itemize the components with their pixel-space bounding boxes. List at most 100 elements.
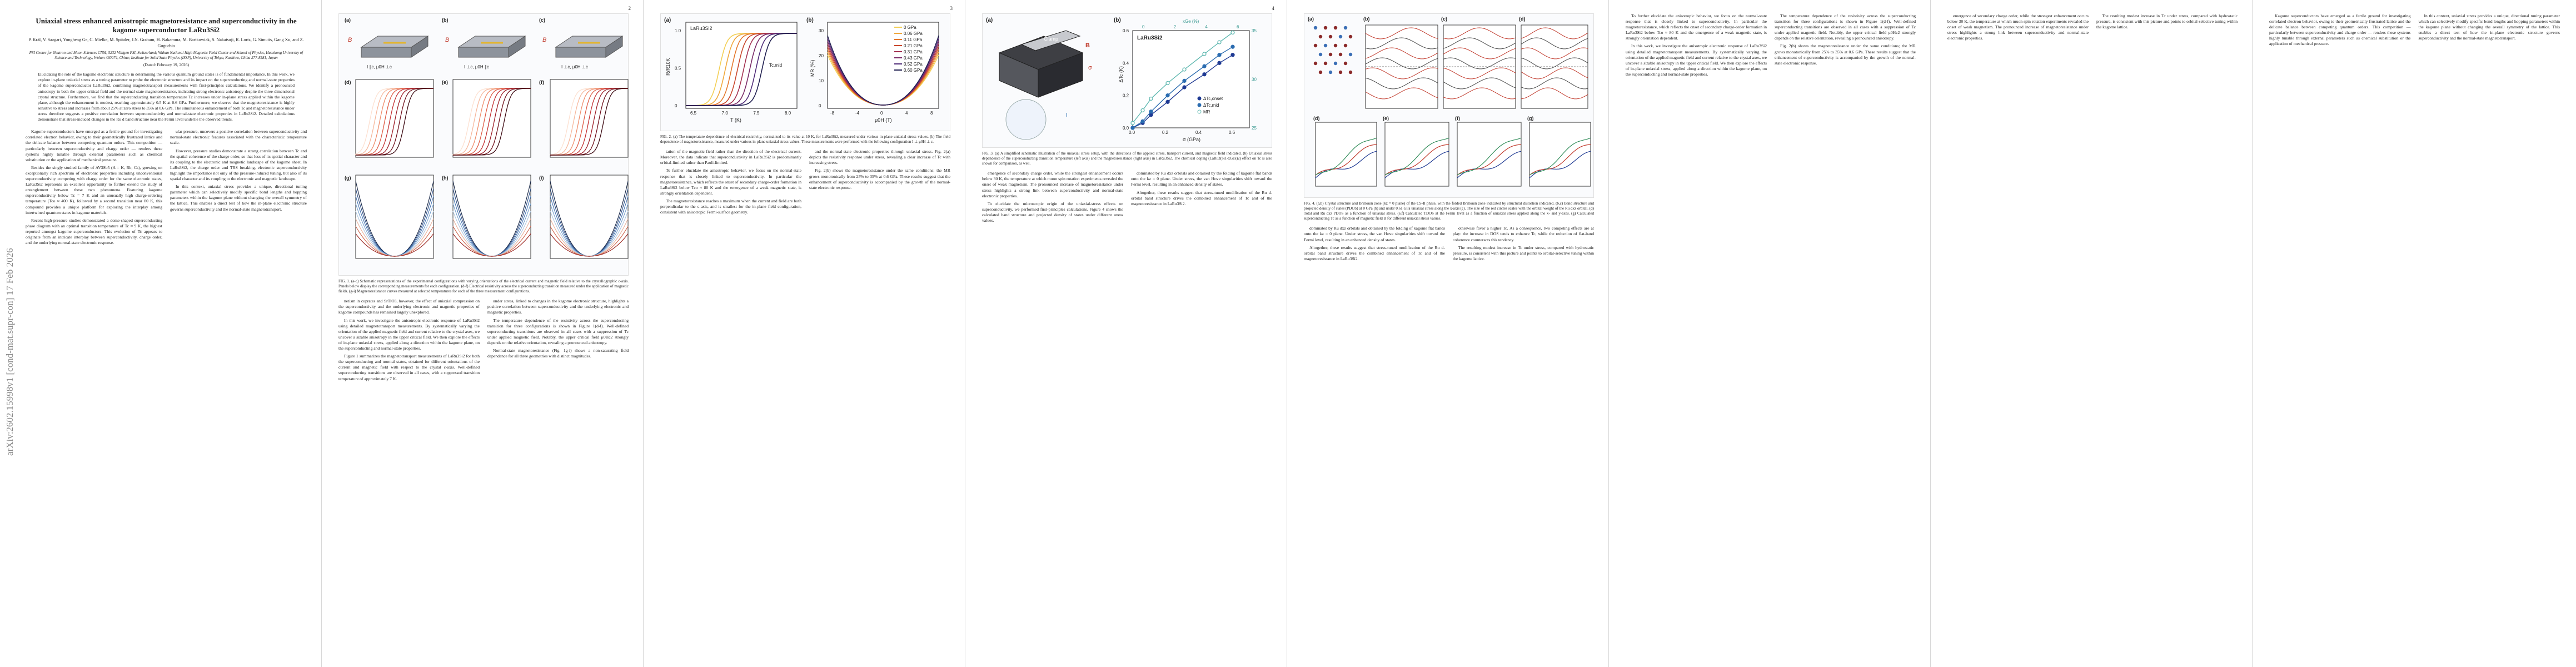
- top-tick-label: 0: [1142, 24, 1145, 29]
- dos-curve: [1457, 137, 1522, 176]
- dos-curve: [1529, 151, 1591, 178]
- figure-1-caption: FIG. 1. (a-c) Schematic representations …: [338, 279, 629, 294]
- paragraph: Kagome superconductors have emerged as a…: [26, 129, 162, 162]
- panel-label: (c): [539, 17, 545, 23]
- panel-label: (a): [345, 17, 351, 23]
- y-tick-label: 0.5: [675, 66, 681, 71]
- panel-label: (a): [986, 17, 993, 23]
- affiliations: PSI Center for Neutron and Muon Sciences…: [29, 50, 303, 61]
- plot-frame: [1457, 122, 1522, 187]
- dos-curve: [1384, 151, 1449, 178]
- y-tick-label: 0.6: [1123, 28, 1129, 33]
- panel-label: (e): [442, 79, 448, 85]
- paper-page-1: arXiv:2602.15998v1 [cond-mat.supr-con] 1…: [0, 0, 322, 667]
- paragraph: The resulting modest increase in Tc unde…: [2096, 13, 2238, 30]
- sample-label: LaRu3Si2: [690, 26, 712, 31]
- atom: [1338, 34, 1343, 39]
- band-line: [1443, 87, 1516, 99]
- y-tick-label: 1.0: [675, 28, 681, 33]
- atom: [1348, 34, 1353, 39]
- panel-label: (b): [1114, 17, 1121, 23]
- data-point: [1202, 64, 1207, 68]
- atom: [1313, 43, 1318, 48]
- dos-curve: [1315, 137, 1377, 176]
- paragraph: under stress, linked to changes in the k…: [487, 298, 629, 315]
- y-tick-label: 0: [819, 103, 821, 108]
- x-tick-label: 8: [930, 111, 933, 116]
- paragraph: emergence of secondary charge order, whi…: [1947, 13, 2089, 41]
- paragraph: To further elucidate the anisotropic beh…: [1626, 13, 1767, 41]
- top-tick-label: 4: [1205, 24, 1208, 29]
- clamp-label: Clamp: [1044, 36, 1058, 42]
- legend-label: 0.06 GPa: [904, 31, 923, 36]
- paper-page-6: To further elucidate the anisotropic beh…: [1609, 0, 1931, 667]
- data-point: [1130, 121, 1135, 125]
- x-tick-label: 8.0: [785, 111, 791, 116]
- paragraph: However, pressure studies demonstrate a …: [170, 148, 307, 182]
- panel-label: (b): [442, 17, 449, 23]
- resistivity-curve: [453, 88, 531, 156]
- atom: [1328, 52, 1333, 57]
- paper-page-2: 2 (a) B I ∥c, μ0H ⊥c (b) B I ⊥c, μ0H ∥c (c) B I …: [322, 0, 644, 667]
- legend-label: 0.60 GPa: [904, 68, 923, 73]
- data-point: [1217, 40, 1222, 44]
- y-axis-label: R/R10K: [665, 58, 671, 76]
- data-point: [1217, 61, 1222, 65]
- legend-label: 0.11 GPa: [904, 37, 923, 42]
- dos-curve: [1384, 137, 1449, 176]
- panel-label: (g): [345, 175, 351, 181]
- dos-curve: [1384, 144, 1449, 176]
- paper-page-3: 3 (a) LaRu3Si2 Tc,mid 6.5 7.0 7.5 8.0 0 0.5 1.0 T …: [644, 0, 965, 667]
- band-line: [1521, 77, 1588, 89]
- date: (Dated: February 19, 2026): [143, 62, 190, 68]
- paragraph: Fig. 2(b) shows the magnetoresistance un…: [1775, 43, 1916, 66]
- data-point: [1230, 30, 1235, 35]
- paragraph: In this context, uniaxial stress provide…: [170, 184, 307, 212]
- paragraph: Altogether, these results suggest that s…: [1304, 245, 1445, 261]
- paragraph: otherwise favor a higher Tc. As a conseq…: [1453, 226, 1594, 242]
- resistivity-curve: [356, 88, 434, 156]
- paragraph: Fig. 2(b) shows the magnetoresistance un…: [809, 168, 950, 190]
- x-tick-label: 0.6: [1229, 130, 1235, 135]
- atom: [1333, 43, 1338, 48]
- paragraph: The magnetoresistance reaches a maximum …: [660, 198, 801, 215]
- panel-label: (b): [806, 17, 814, 23]
- mr-curve: [550, 233, 629, 257]
- panel-label: (i): [539, 175, 544, 181]
- page-number: 3: [950, 6, 953, 11]
- paragraph: In this context, uniaxial stress provide…: [2418, 13, 2560, 41]
- y-tick-label: 0.4: [1123, 61, 1129, 66]
- plot-frame: [1315, 122, 1377, 187]
- x-tick-label: -4: [855, 111, 860, 116]
- y-tick-label: 0.2: [1123, 93, 1129, 98]
- paragraph: The temperature dependence of the resist…: [1775, 13, 1916, 41]
- panel-label: (h): [442, 175, 449, 181]
- x-axis-label: σ (GPa): [1183, 137, 1200, 142]
- sample-front: [555, 47, 606, 58]
- atom: [1348, 70, 1353, 74]
- x-axis-label: μ0H (T): [875, 117, 892, 123]
- data-point: [1182, 85, 1187, 89]
- paragraph: Besides the singly studied family of AV3…: [26, 165, 162, 215]
- atom: [1323, 43, 1328, 48]
- top-tick-label: 2: [1174, 24, 1177, 29]
- atom: [1313, 61, 1318, 66]
- geometry-label: I ∥c, μ0H ⊥c: [367, 64, 392, 69]
- figure-2-caption: FIG. 2. (a) The temperature dependence o…: [660, 135, 950, 145]
- legend-label: 0.21 GPa: [904, 43, 923, 48]
- data-point: [1182, 67, 1187, 72]
- top-axis-label: xGe (%): [1183, 19, 1199, 24]
- atom: [1343, 26, 1348, 30]
- y-tick-label: 20: [819, 53, 824, 58]
- band-line: [1443, 27, 1516, 39]
- atom: [1323, 26, 1328, 30]
- data-point: [1230, 44, 1235, 49]
- atom: [1318, 52, 1323, 57]
- panel-label: (d): [345, 79, 351, 85]
- atom: [1348, 52, 1353, 57]
- field-label: B: [542, 37, 546, 43]
- mr-curve: [452, 233, 531, 257]
- band-line: [1365, 37, 1438, 49]
- legend-marker: [1197, 96, 1202, 101]
